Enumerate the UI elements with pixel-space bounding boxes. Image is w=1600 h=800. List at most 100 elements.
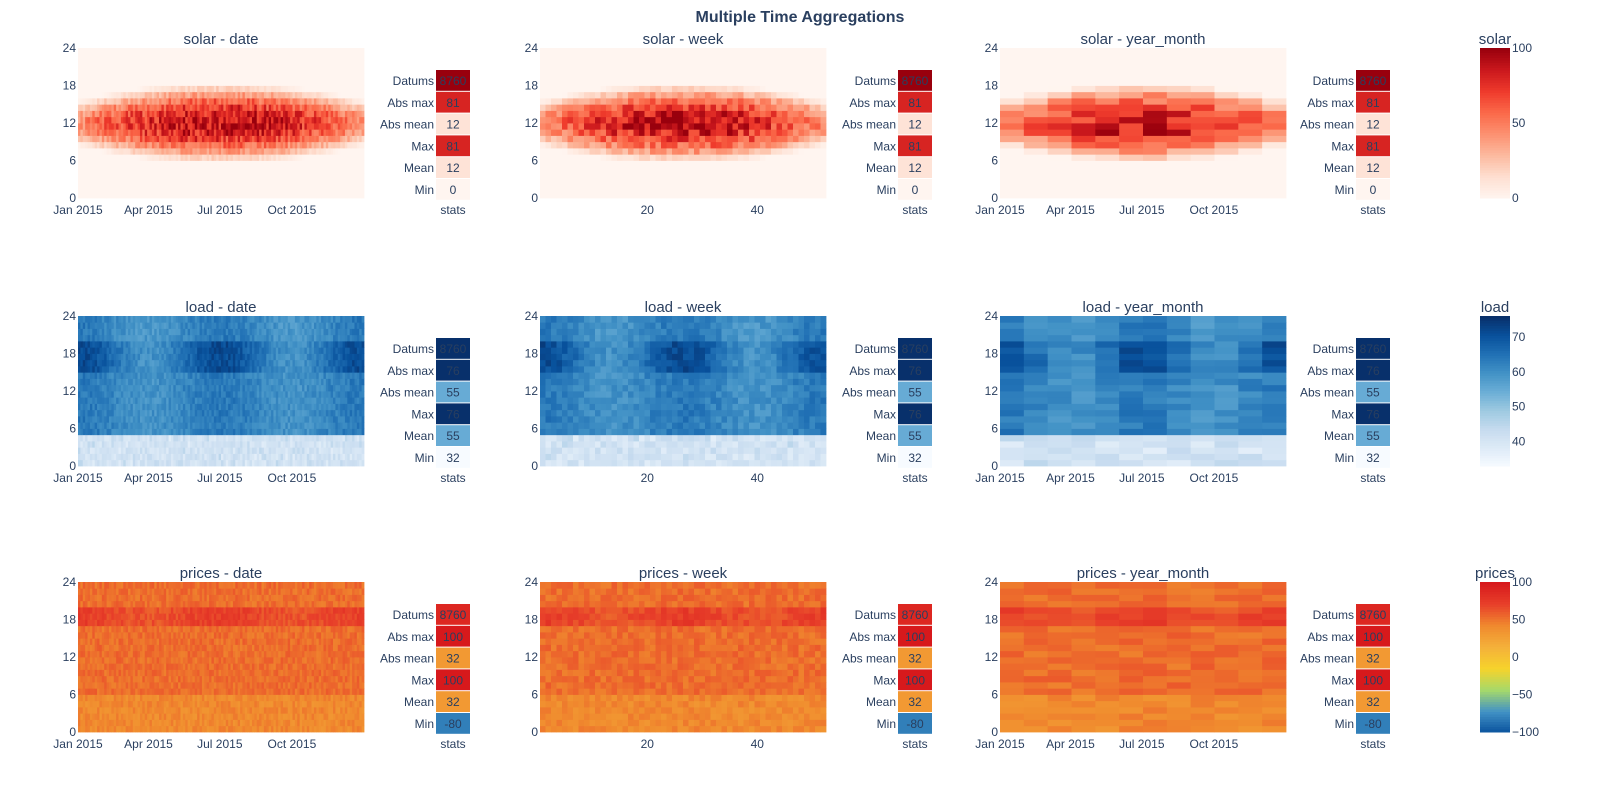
heatmap-cell bbox=[113, 353, 117, 361]
heatmap-cell bbox=[359, 179, 363, 186]
heatmap-cell bbox=[187, 79, 191, 86]
heatmap-cell bbox=[749, 160, 755, 168]
heatmap-cell bbox=[266, 110, 270, 118]
heatmap-cell bbox=[180, 110, 184, 118]
heatmap-cell bbox=[732, 135, 739, 143]
heatmap-cell bbox=[230, 123, 234, 130]
heatmap-cell bbox=[622, 60, 629, 68]
heatmap-cell bbox=[106, 191, 110, 199]
heatmap-cell bbox=[323, 173, 327, 180]
heatmap-cell bbox=[235, 60, 239, 68]
heatmap-cell bbox=[688, 160, 695, 168]
heatmap-cell bbox=[87, 378, 91, 386]
heatmap-cell bbox=[287, 85, 291, 93]
heatmap-cell bbox=[688, 85, 695, 93]
heatmap-cell bbox=[1190, 129, 1215, 136]
heatmap-cell bbox=[166, 66, 169, 74]
heatmap-cell bbox=[694, 85, 700, 93]
heatmap-cell bbox=[337, 185, 341, 193]
heatmap-cell bbox=[271, 48, 274, 55]
heatmap-cell bbox=[1238, 48, 1263, 55]
heatmap-cell bbox=[175, 48, 179, 55]
heatmap-cell bbox=[118, 91, 122, 99]
heatmap-cell bbox=[820, 54, 827, 61]
heatmap-cell bbox=[628, 110, 634, 118]
heatmap-cell bbox=[268, 173, 272, 180]
heatmap-cell bbox=[151, 148, 155, 155]
heatmap-cell bbox=[82, 453, 86, 461]
heatmap-cell bbox=[173, 179, 177, 186]
heatmap-cell bbox=[113, 422, 117, 429]
heatmap-cell bbox=[1047, 129, 1072, 136]
heatmap-cell bbox=[161, 91, 165, 99]
heatmap-cell bbox=[299, 129, 303, 136]
heatmap-cell bbox=[92, 422, 96, 429]
heatmap-cell bbox=[147, 48, 150, 55]
heatmap-cell bbox=[655, 185, 662, 193]
y-tick-label: 0 bbox=[531, 191, 538, 205]
heatmap-cell bbox=[683, 123, 689, 130]
heatmap-cell bbox=[1119, 166, 1144, 174]
heatmap-cell bbox=[304, 179, 308, 186]
heatmap-cell bbox=[178, 91, 181, 99]
heatmap-cell bbox=[116, 116, 119, 124]
heatmap-cell bbox=[798, 191, 805, 199]
heatmap-cell bbox=[628, 123, 634, 130]
heatmap-cell bbox=[754, 91, 761, 99]
heatmap-cell bbox=[247, 85, 250, 93]
heatmap-cell bbox=[330, 66, 334, 74]
subplot-title: solar - date bbox=[183, 31, 258, 48]
heatmap-cell bbox=[337, 85, 341, 93]
heatmap-cell bbox=[201, 166, 205, 174]
heatmap-cell bbox=[600, 160, 607, 168]
heatmap-cell bbox=[815, 48, 821, 55]
heatmap-cell bbox=[94, 328, 98, 336]
heatmap-cell bbox=[721, 66, 728, 74]
heatmap-cell bbox=[567, 98, 574, 105]
heatmap-cell bbox=[82, 447, 86, 454]
heatmap-cell bbox=[125, 191, 129, 199]
heatmap-cell bbox=[354, 123, 358, 130]
heatmap-cell bbox=[113, 328, 117, 336]
heatmap-cell bbox=[290, 129, 293, 136]
heatmap-cell bbox=[101, 104, 105, 111]
heatmap-cell bbox=[118, 372, 122, 379]
heatmap-cell bbox=[218, 98, 222, 105]
heatmap-cell bbox=[573, 66, 579, 74]
heatmap-cell bbox=[567, 173, 574, 180]
heatmap-cell bbox=[809, 166, 816, 174]
heatmap-cell bbox=[89, 54, 93, 61]
heatmap-cell bbox=[749, 116, 755, 124]
heatmap-cell bbox=[672, 54, 678, 61]
heatmap-cell bbox=[1023, 173, 1049, 180]
heatmap-cell bbox=[232, 85, 236, 93]
heatmap-cell bbox=[639, 123, 645, 130]
heatmap-cell bbox=[677, 160, 684, 168]
heatmap-cell bbox=[132, 91, 136, 99]
heatmap-cell bbox=[732, 48, 739, 55]
heatmap-cell bbox=[99, 85, 103, 93]
heatmap-cell bbox=[125, 110, 129, 118]
heatmap-cell bbox=[820, 73, 827, 80]
heatmap-cell bbox=[206, 48, 210, 55]
heatmap-cell bbox=[1071, 79, 1096, 86]
heatmap-cell bbox=[793, 129, 799, 136]
heatmap-cell bbox=[168, 129, 172, 136]
heatmap-cell bbox=[204, 173, 208, 180]
heatmap-cell bbox=[573, 54, 579, 61]
heatmap-cell bbox=[80, 428, 84, 436]
heatmap-cell bbox=[166, 60, 169, 68]
heatmap-cell bbox=[347, 191, 351, 199]
heatmap-cell bbox=[321, 148, 324, 155]
heatmap-cell bbox=[223, 173, 227, 180]
heatmap-cell bbox=[545, 98, 552, 105]
heatmap-cell bbox=[192, 179, 196, 186]
heatmap-cell bbox=[111, 173, 115, 180]
heatmap-cell bbox=[113, 173, 117, 180]
heatmap-cell bbox=[765, 135, 772, 143]
heatmap-cell bbox=[142, 185, 146, 193]
heatmap-cell bbox=[216, 116, 220, 124]
heatmap-cell bbox=[197, 135, 200, 143]
heatmap-cell bbox=[1143, 85, 1168, 93]
heatmap-cell bbox=[108, 110, 112, 118]
